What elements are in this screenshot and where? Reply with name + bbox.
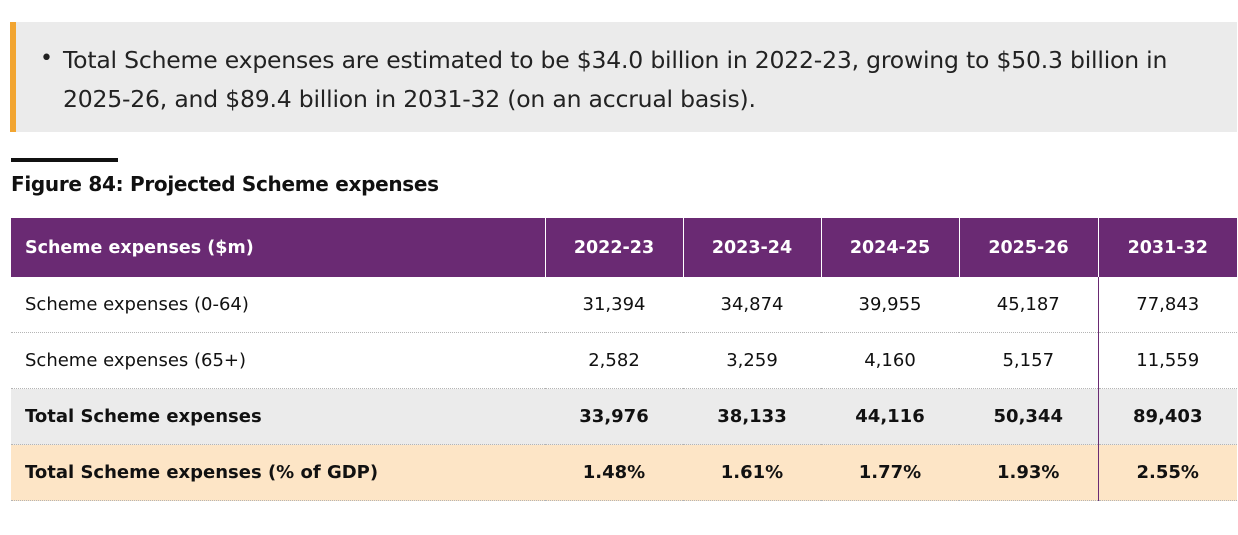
scheme-expenses-table: Scheme expenses ($m) 2022-23 2023-24 202…	[11, 218, 1237, 501]
column-header: 2022-23	[545, 218, 684, 277]
table-cell: 1.93%	[959, 444, 1098, 501]
table-cell: 5,157	[959, 332, 1098, 389]
row-label: Total Scheme expenses	[11, 388, 545, 445]
table-row: Scheme expenses (0-64) 31,394 34,874 39,…	[11, 277, 1237, 333]
table-cell: 50,344	[959, 388, 1098, 445]
table-cell: 39,955	[821, 277, 959, 333]
table-cell: 2.55%	[1097, 444, 1237, 501]
callout-text: Total Scheme expenses are estimated to b…	[63, 46, 1168, 113]
table-header-row: Scheme expenses ($m) 2022-23 2023-24 202…	[11, 218, 1237, 277]
table-cell: 1.48%	[545, 444, 683, 501]
table-row: Scheme expenses (65+) 2,582 3,259 4,160 …	[11, 332, 1237, 389]
table-cell: 11,559	[1097, 332, 1237, 389]
table-cell: 1.77%	[821, 444, 959, 501]
table-cell: 1.61%	[683, 444, 821, 501]
table-cell: 33,976	[545, 388, 683, 445]
figure-title: Figure 84: Projected Scheme expenses	[11, 172, 439, 196]
table-cell: 4,160	[821, 332, 959, 389]
key-point-callout: • Total Scheme expenses are estimated to…	[10, 22, 1237, 132]
table-cell: 77,843	[1097, 277, 1237, 333]
gdp-share-row: Total Scheme expenses (% of GDP) 1.48% 1…	[11, 444, 1237, 501]
row-label: Scheme expenses (0-64)	[11, 277, 545, 333]
bullet-point: •	[40, 46, 53, 71]
table-cell: 31,394	[545, 277, 683, 333]
table-cell: 38,133	[683, 388, 821, 445]
table-cell: 2,582	[545, 332, 683, 389]
column-header: Scheme expenses ($m)	[11, 218, 546, 277]
table-cell: 44,116	[821, 388, 959, 445]
row-label: Scheme expenses (65+)	[11, 332, 545, 389]
table-cell: 34,874	[683, 277, 821, 333]
column-header: 2025-26	[959, 218, 1099, 277]
table-cell: 89,403	[1097, 388, 1237, 445]
row-label: Total Scheme expenses (% of GDP)	[11, 444, 545, 501]
column-header: 2023-24	[683, 218, 822, 277]
table-cell: 45,187	[959, 277, 1098, 333]
column-header: 2024-25	[821, 218, 960, 277]
total-row: Total Scheme expenses 33,976 38,133 44,1…	[11, 388, 1237, 445]
table-cell: 3,259	[683, 332, 821, 389]
figure-title-rule	[11, 158, 118, 162]
column-header: 2031-32	[1098, 218, 1237, 277]
